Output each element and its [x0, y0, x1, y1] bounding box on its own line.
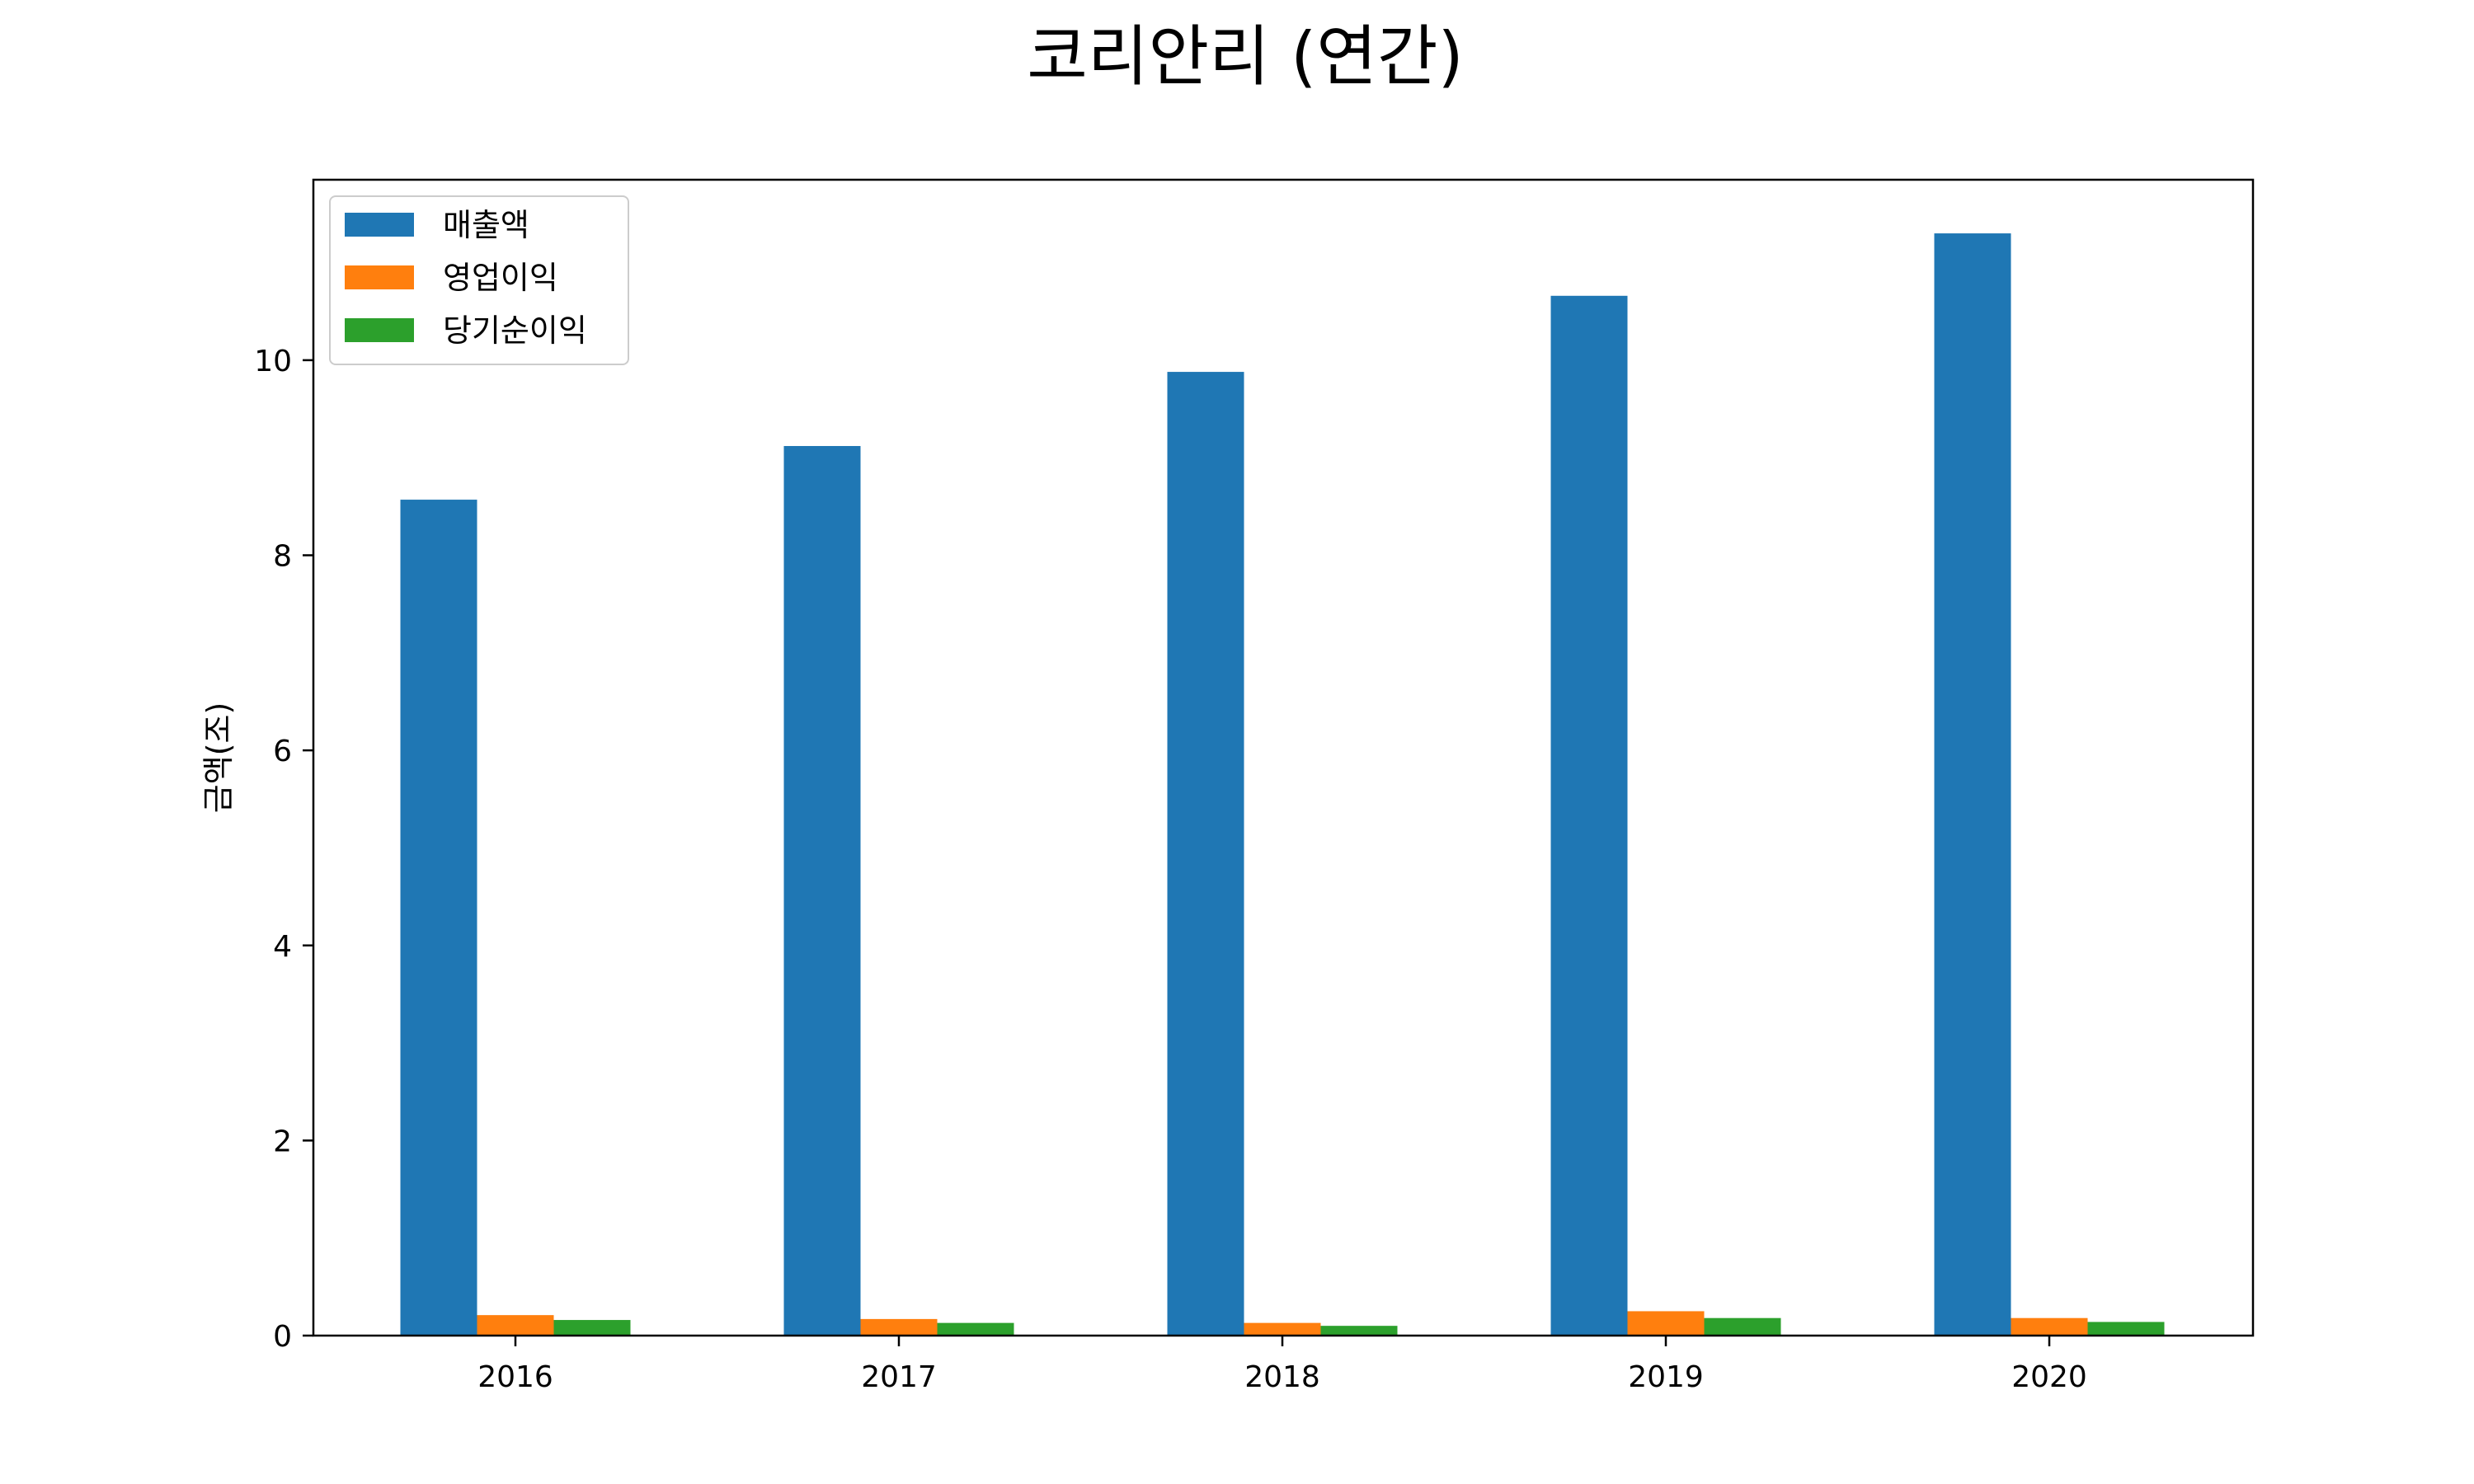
legend-swatch-3 — [345, 318, 414, 342]
bar-3-2020 — [2087, 1322, 2165, 1336]
bar-2-2018 — [1244, 1322, 1321, 1336]
bar-1-2016 — [400, 500, 477, 1336]
bar-1-2019 — [1550, 295, 1628, 1336]
y-tick-label: 2 — [273, 1125, 292, 1158]
legend-label-2: 영업이익 — [443, 260, 558, 296]
bar-3-2017 — [937, 1322, 1014, 1336]
y-tick-label: 4 — [273, 930, 292, 964]
x-tick-label: 2019 — [1628, 1360, 1704, 1394]
bar-2-2019 — [1627, 1311, 1705, 1336]
chart-title: 코리안리 (연간) — [1027, 18, 1463, 95]
y-tick-label: 6 — [273, 735, 292, 768]
plot-frame — [312, 178, 2255, 1337]
bar-1-2020 — [1934, 233, 2011, 1336]
bar-3-2016 — [553, 1320, 631, 1336]
y-tick-label: 8 — [273, 540, 292, 574]
legend-swatch-1 — [345, 213, 414, 237]
legend-label-3: 당기순이익 — [443, 312, 587, 349]
bar-2-2020 — [2011, 1317, 2088, 1336]
x-tick-label: 2020 — [2011, 1360, 2087, 1394]
x-tick-label: 2017 — [861, 1360, 937, 1394]
y-tick-label: 10 — [254, 345, 292, 378]
legend-swatch-2 — [345, 265, 414, 289]
x-tick-label: 2016 — [477, 1360, 553, 1394]
y-axis-ticks: 0 2 4 6 8 10 — [254, 345, 313, 1354]
bar-1-2017 — [783, 445, 861, 1336]
bar-2-2016 — [477, 1315, 554, 1336]
x-axis-ticks: 2016 2017 2018 2019 2020 — [477, 1336, 2087, 1394]
bar-3-2018 — [1320, 1326, 1398, 1336]
bar-1-2018 — [1167, 372, 1244, 1336]
bar-3-2019 — [1704, 1317, 1781, 1336]
legend-label-1: 매출액 — [443, 207, 529, 243]
bar-2-2017 — [860, 1318, 938, 1336]
bars-group — [400, 233, 2165, 1336]
y-tick-label: 0 — [273, 1320, 292, 1354]
x-tick-label: 2018 — [1244, 1360, 1320, 1394]
y-axis-label: 금액(조) — [200, 702, 237, 814]
